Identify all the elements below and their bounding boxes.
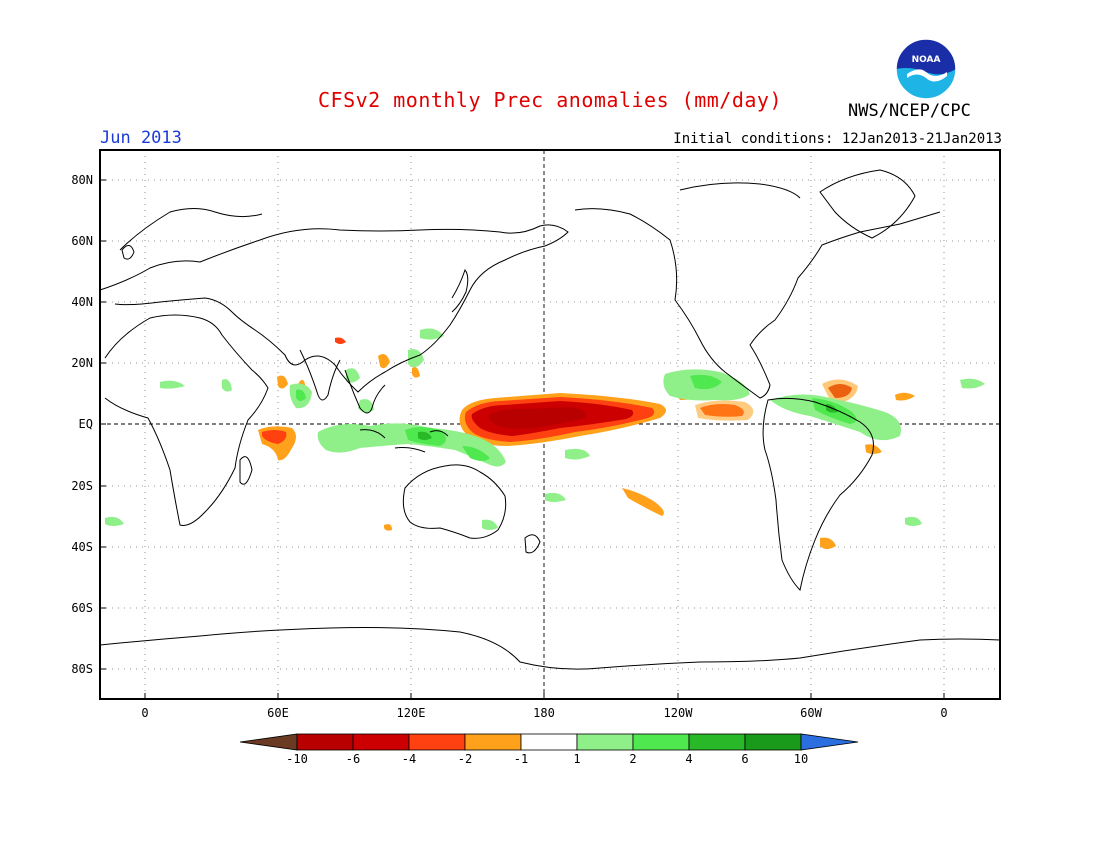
colorbar-swatch bbox=[744, 733, 802, 751]
epac-dry-2 bbox=[695, 400, 754, 421]
coastlines bbox=[99, 169, 1001, 670]
phil-dry bbox=[412, 367, 420, 378]
lat-label: 60S bbox=[71, 601, 93, 615]
spac-dry bbox=[622, 488, 664, 516]
lat-label: 40N bbox=[71, 295, 93, 309]
lat-label: 80S bbox=[71, 662, 93, 676]
colorbar-swatch bbox=[688, 733, 746, 751]
png-wet bbox=[462, 446, 490, 461]
australia-coast bbox=[402, 464, 507, 539]
scs-dry bbox=[378, 354, 390, 369]
chart-title: CFSv2 monthly Prec anomalies (mm/day) bbox=[317, 88, 783, 112]
lon-label: 120E bbox=[397, 706, 426, 720]
lon-label: 120W bbox=[664, 706, 694, 720]
antarctica-coast bbox=[99, 627, 1001, 670]
cpac-wet bbox=[565, 448, 590, 460]
aus-wet bbox=[482, 519, 498, 530]
wio-dry-core bbox=[262, 430, 287, 444]
colorbar-label: -10 bbox=[286, 752, 308, 766]
samerica-coast bbox=[762, 397, 874, 592]
arabian-wet-core bbox=[296, 389, 306, 401]
japan-coast bbox=[451, 268, 469, 313]
colorbar-label: 10 bbox=[794, 752, 808, 766]
pacific-dry-peak bbox=[489, 407, 586, 429]
colorbar-label: -4 bbox=[402, 752, 416, 766]
lon-label: 180 bbox=[533, 706, 555, 720]
noaa-logo: NOAA bbox=[895, 38, 957, 100]
colorbar-swatch bbox=[408, 733, 466, 751]
india-coast bbox=[299, 349, 341, 401]
colorbar-swatch bbox=[352, 733, 410, 751]
colorbar-label: -1 bbox=[514, 752, 528, 766]
anomaly-fields bbox=[105, 328, 985, 549]
bengal-dry bbox=[335, 337, 346, 344]
lon-labels: 0 60E 120E 180 120W 60W 0 bbox=[141, 706, 947, 720]
agency-label: NWS/NCEP/CPC bbox=[848, 101, 971, 121]
indonesia-islands bbox=[359, 429, 449, 453]
lat-labels: 80N 60N 40N 20N EQ 20S 40S 60S 80S bbox=[71, 173, 93, 676]
lon-label: 0 bbox=[141, 706, 148, 720]
ausw-dry bbox=[384, 524, 392, 531]
colorbar-label: -2 bbox=[458, 752, 472, 766]
lat-label: 80N bbox=[71, 173, 93, 187]
lat-label: 60N bbox=[71, 234, 93, 248]
colorbar-label: 4 bbox=[685, 752, 692, 766]
colorbar-right-arrow bbox=[800, 733, 859, 751]
axis-ticks bbox=[100, 179, 945, 699]
colorbar-swatch bbox=[576, 733, 634, 751]
atl-dry-4 bbox=[895, 392, 915, 401]
madagascar-coast bbox=[239, 456, 253, 485]
lat-label: 20N bbox=[71, 356, 93, 370]
lon-label: 60W bbox=[800, 706, 822, 720]
uk-coast bbox=[121, 245, 135, 260]
colorbar-swatch bbox=[520, 733, 578, 751]
cam-wet-core bbox=[690, 374, 722, 390]
bob-wet bbox=[346, 368, 360, 383]
spcz-wet bbox=[545, 492, 566, 502]
indonesia-wet-core2 bbox=[418, 431, 432, 440]
seasia-coast bbox=[344, 369, 386, 414]
colorbar-swatch bbox=[464, 733, 522, 751]
greenland-coast bbox=[819, 169, 916, 239]
namerica-coast bbox=[574, 208, 941, 399]
colorbar-swatch bbox=[296, 733, 354, 751]
colorbar-label: 2 bbox=[629, 752, 636, 766]
io-wet-2 bbox=[408, 349, 424, 368]
maritime-wet bbox=[317, 423, 506, 467]
lat-label: 40S bbox=[71, 540, 93, 554]
io-wet-1 bbox=[358, 399, 374, 413]
lat-label: 20S bbox=[71, 479, 93, 493]
colorbar-left-arrow bbox=[239, 733, 298, 751]
india-dry bbox=[277, 375, 288, 389]
sam-dry bbox=[820, 537, 836, 549]
canada-arctic bbox=[679, 182, 801, 199]
io-wet-3 bbox=[420, 328, 444, 340]
lon-label: 0 bbox=[940, 706, 947, 720]
satl-wet bbox=[905, 516, 922, 526]
wafr-wet bbox=[222, 379, 232, 392]
lon-label: 60E bbox=[267, 706, 289, 720]
colorbar-swatch bbox=[632, 733, 690, 751]
month-label: Jun 2013 bbox=[100, 128, 182, 148]
eurasia-coast bbox=[99, 224, 569, 393]
africa-coast bbox=[104, 314, 269, 526]
colorbar-label: -6 bbox=[346, 752, 360, 766]
colorbar: -10 -6 -4 -2 -1 1 2 4 6 10 bbox=[239, 733, 859, 766]
europe-north bbox=[119, 208, 263, 251]
af-wet bbox=[160, 380, 185, 389]
colorbar-label: 1 bbox=[573, 752, 580, 766]
ea-wet bbox=[960, 378, 985, 389]
atl-dry-2 bbox=[822, 379, 858, 404]
initial-conditions-label: Initial conditions: 12Jan2013-21Jan2013 bbox=[673, 131, 1002, 147]
sio-wet bbox=[105, 516, 124, 526]
lat-label: EQ bbox=[79, 417, 93, 431]
colorbar-label: 6 bbox=[741, 752, 748, 766]
logo-text: NOAA bbox=[912, 55, 941, 65]
nz-coast bbox=[524, 534, 541, 554]
